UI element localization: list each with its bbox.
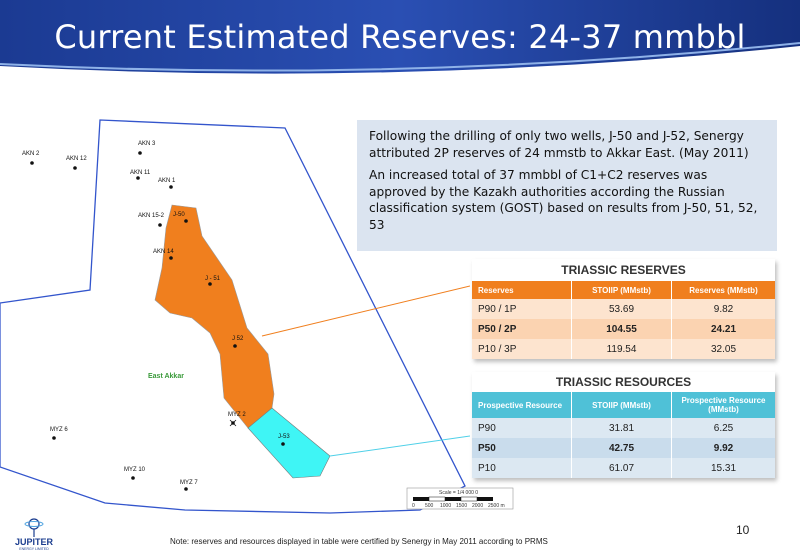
table-cell: 61.07 (572, 458, 672, 478)
well-label-akn3: AKN 3 (138, 141, 156, 147)
table-row: P10 / 3P 119.54 32.05 (472, 339, 775, 359)
table-cell: 15.31 (710, 462, 737, 474)
table-cell: 42.75 (572, 438, 672, 458)
page-number: 10 (736, 523, 750, 537)
resources-table-title: TRIASSIC RESOURCES (472, 372, 775, 392)
resources-col-prospective-mmstb: Prospective Resource (MMstb) (681, 396, 766, 414)
table-row: P10 61.07 15.31 (472, 458, 775, 478)
well-label-myz2: MYZ 2 (228, 412, 246, 418)
well-label-j52: J 52 (232, 336, 244, 342)
table-cell: P10 / 3P (472, 339, 572, 359)
scale-label: Scale = 1/4 000 0 (439, 490, 478, 496)
reserves-table-header: Reserves STOIIP (MMstb) Reserves (MMstb) (472, 281, 775, 299)
scale-tick: 1000 (440, 503, 451, 509)
reserves-table-title: TRIASSIC RESERVES (472, 259, 775, 281)
resources-table-body: P90 31.81 6.25 P50 42.75 9.92 P10 61.07 … (472, 418, 775, 478)
well-label-j51: J - 51 (205, 276, 221, 282)
table-row: P90 31.81 6.25 (472, 418, 775, 438)
reserves-col-stoiip: STOIIP (MMstb) (572, 281, 672, 299)
table-cell: P90 / 1P (472, 299, 572, 319)
well-markers (30, 151, 285, 491)
page-title: Current Estimated Reserves: 24-37 mmbbl (54, 18, 746, 56)
well-label-akn12: AKN 12 (66, 156, 87, 162)
resources-connector (329, 435, 470, 457)
table-row: P50 / 2P 104.55 24.21 (472, 319, 775, 339)
table-cell: 104.55 (572, 319, 672, 339)
triassic-reserves-table: TRIASSIC RESERVES Reserves STOIIP (MMstb… (472, 259, 775, 359)
scale-tick: 2000 (472, 503, 483, 509)
well-label-akn15-2: AKN 15-2 (138, 213, 165, 219)
resources-table-header: Prospective Resource STOIIP (MMstb) Pros… (472, 392, 775, 418)
table-row: P90 / 1P 53.69 9.82 (472, 299, 775, 319)
summary-paragraph-2: An increased total of 37 mmbbl of C1+C2 … (369, 168, 758, 232)
logo-tagline: ENERGY LIMITED (19, 547, 49, 551)
table-cell: 32.05 (710, 343, 737, 355)
table-cell: 119.54 (572, 339, 672, 359)
summary-textbox: Following the drilling of only two wells… (357, 120, 777, 251)
table-cell: 24.21 (710, 323, 737, 335)
well-label-akn1: AKN 1 (158, 178, 176, 184)
well-label-myz10: MYZ 10 (124, 467, 146, 473)
table-cell: P50 / 2P (472, 319, 572, 339)
license-boundary (0, 119, 466, 514)
header-background (0, 0, 800, 80)
resources-area (247, 407, 331, 479)
scale-tick: 500 (425, 503, 434, 509)
table-cell: 9.82 (713, 303, 734, 315)
reserves-col-reserves: Reserves (472, 281, 572, 299)
well-label-myz7: MYZ 7 (180, 480, 198, 486)
reserves-table-body: P90 / 1P 53.69 9.82 P50 / 2P 104.55 24.2… (472, 299, 775, 359)
well-label-j53: J-53 (278, 434, 290, 440)
jupiter-logo-icon (24, 518, 44, 537)
field-map: AKN 2 AKN 12 AKN 3 AKN 11 AKN 1 AKN 15-2… (0, 119, 470, 514)
well-label-akn2: AKN 2 (22, 151, 40, 157)
triassic-resources-table: TRIASSIC RESOURCES Prospective Resource … (472, 372, 775, 478)
scale-tick: 1500 (456, 503, 467, 509)
summary-paragraph-1: Following the drilling of only two wells… (369, 129, 749, 160)
table-cell: 6.25 (713, 422, 734, 434)
logo-wordmark: JUPITER (14, 537, 53, 547)
well-label-j50: J-50 (173, 212, 185, 218)
well-label-akn11: AKN 11 (130, 170, 151, 176)
table-cell: 9.92 (713, 442, 734, 454)
resources-col-prospective: Prospective Resource (472, 392, 572, 418)
table-cell: 31.81 (572, 418, 672, 438)
well-label-akn14: AKN 14 (153, 249, 174, 255)
map-scale-bar: Scale = 1/4 000 0 0 500 1000 1500 2000 2… (406, 487, 514, 510)
reserves-area (154, 204, 275, 429)
resources-col-stoiip: STOIIP (MMstb) (572, 392, 672, 418)
reserves-connector (261, 285, 470, 337)
table-cell: P90 (472, 418, 572, 438)
field-label-east-akkar: East Akkar (148, 373, 184, 380)
well-label-myz6: MYZ 6 (50, 427, 68, 433)
jupiter-logo: JUPITER ENERGY LIMITED (4, 515, 60, 551)
table-cell: P50 (472, 438, 572, 458)
table-cell: P10 (472, 458, 572, 478)
scale-tick: 0 (412, 503, 415, 509)
footnote: Note: reserves and resources displayed i… (170, 537, 548, 546)
slide-header: Current Estimated Reserves: 24-37 mmbbl (0, 0, 800, 80)
scale-tick: 2500 m (488, 503, 505, 509)
table-row: P50 42.75 9.92 (472, 438, 775, 458)
table-cell: 53.69 (572, 299, 672, 319)
reserves-col-reserves-mmstb: Reserves (MMstb) (689, 285, 758, 295)
